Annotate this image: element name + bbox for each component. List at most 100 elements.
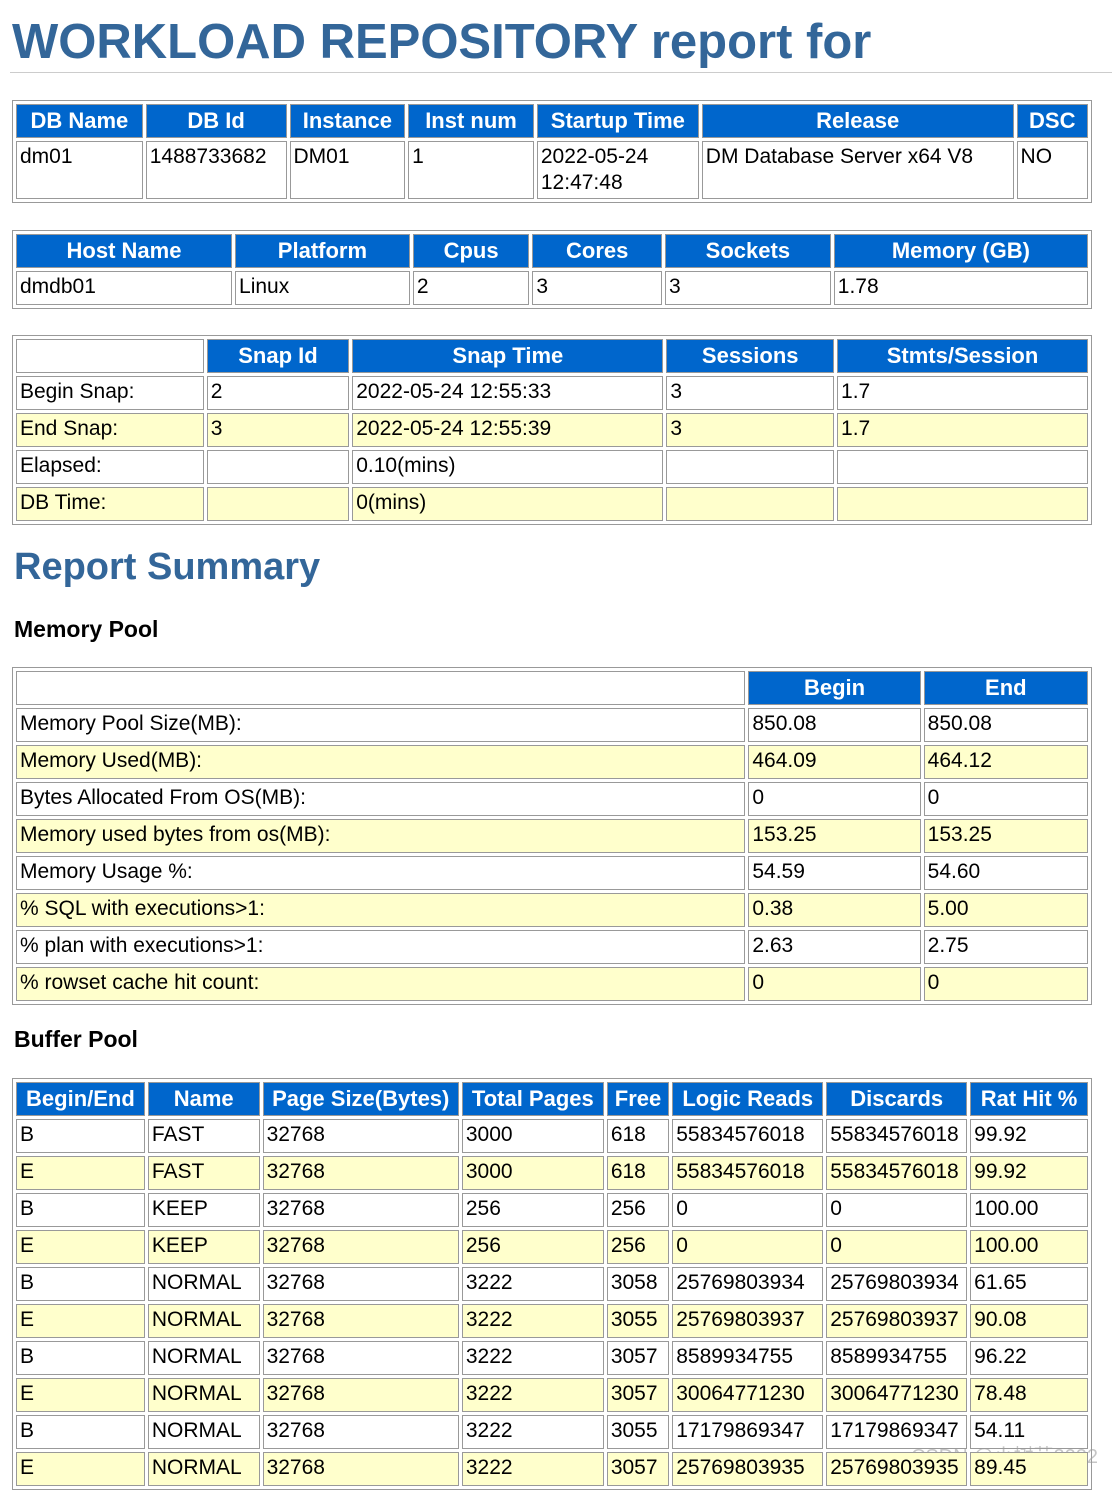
- header-row: Snap Id Snap Time Sessions Stmts/Session: [16, 339, 1088, 373]
- table-cell: 55834576018: [672, 1156, 824, 1190]
- column-header: DB Id: [145, 104, 287, 138]
- table-cell: 1.78: [833, 271, 1088, 305]
- table-cell: 3058: [606, 1267, 670, 1301]
- table-cell: 618: [606, 1156, 670, 1190]
- table-cell: B: [16, 1193, 145, 1227]
- table-row: B FAST 32768 3000 618 55834576018 55834576018 9…: [16, 1119, 1088, 1153]
- column-header: Sessions: [666, 339, 835, 373]
- table-cell: 1.7: [837, 413, 1088, 447]
- column-header: Cpus: [412, 234, 530, 268]
- table-cell: 153.25: [923, 819, 1088, 853]
- table-cell: 3055: [606, 1304, 670, 1338]
- table-row: B NORMAL 32768 3222 3057 8589934755 8589934755…: [16, 1341, 1088, 1375]
- column-header: Host Name: [16, 234, 233, 268]
- section-title: Report Summary: [14, 546, 321, 588]
- table-cell: [206, 487, 350, 521]
- table-cell: 32768: [262, 1415, 459, 1449]
- table-cell: 256: [461, 1193, 604, 1227]
- table-cell: 32768: [262, 1156, 459, 1190]
- table-cell: 3222: [461, 1304, 604, 1338]
- column-header: Page Size(Bytes): [262, 1082, 459, 1116]
- table-row: B NORMAL 32768 3222 3055 17179869347 171798693…: [16, 1415, 1088, 1449]
- table-cell: 3222: [461, 1452, 604, 1486]
- table-cell: 0: [748, 967, 921, 1001]
- table-cell: 0: [826, 1230, 968, 1264]
- table-cell: NO: [1016, 141, 1088, 199]
- column-header: Discards: [826, 1082, 968, 1116]
- table-row: Begin Snap: 2 2022-05-24 12:55:33 3 1.7: [16, 376, 1088, 410]
- table-cell: 3: [666, 413, 835, 447]
- table-cell: B: [16, 1415, 145, 1449]
- table-cell: 55834576018: [826, 1119, 968, 1153]
- table-cell: Linux: [235, 271, 410, 305]
- column-header: Stmts/Session: [837, 339, 1088, 373]
- header-row: DB Name DB Id Instance Inst num Startup Time…: [16, 104, 1088, 138]
- column-header: End: [923, 671, 1088, 705]
- table-row: E NORMAL 32768 3222 3057 30064771230 300647712…: [16, 1378, 1088, 1412]
- table-cell: 32768: [262, 1341, 459, 1375]
- table-cell: Memory Pool Size(MB):: [16, 708, 746, 742]
- column-header: Logic Reads: [672, 1082, 824, 1116]
- table-cell: 3222: [461, 1341, 604, 1375]
- table-cell: 3222: [461, 1415, 604, 1449]
- table-cell: 153.25: [748, 819, 921, 853]
- table-cell: 0: [923, 782, 1088, 816]
- title-rule: [10, 72, 1112, 73]
- table-cell: KEEP: [147, 1193, 260, 1227]
- header-row: Begin End: [16, 671, 1088, 705]
- table-cell: 3000: [461, 1119, 604, 1153]
- column-header: Snap Id: [206, 339, 350, 373]
- table-cell: 3000: [461, 1156, 604, 1190]
- table-cell: 8589934755: [826, 1341, 968, 1375]
- table-cell: FAST: [147, 1119, 260, 1153]
- table-cell: DM Database Server x64 V8: [701, 141, 1014, 199]
- table-cell: 54.11: [970, 1415, 1088, 1449]
- table-cell: NORMAL: [147, 1452, 260, 1486]
- blank-header: [16, 339, 204, 373]
- table-row: End Snap: 3 2022-05-24 12:55:39 3 1.7: [16, 413, 1088, 447]
- column-header: Snap Time: [352, 339, 664, 373]
- data-table: Begin End Memory Pool Size(MB): 850.08 850.0…: [12, 667, 1092, 1005]
- data-table: DB Name DB Id Instance Inst num Startup Time…: [12, 100, 1092, 203]
- column-header: DSC: [1016, 104, 1088, 138]
- column-header: Platform: [235, 234, 410, 268]
- table-cell: Begin Snap:: [16, 376, 204, 410]
- column-header: Memory (GB): [833, 234, 1088, 268]
- table-cell: Memory used bytes from os(MB):: [16, 819, 746, 853]
- table-cell: 3: [664, 271, 831, 305]
- table-cell: 0(mins): [352, 487, 664, 521]
- table-cell: 32768: [262, 1452, 459, 1486]
- table-row: % plan with executions>1: 2.63 2.75: [16, 930, 1088, 964]
- table-cell: 100.00: [970, 1193, 1088, 1227]
- column-header: Free: [606, 1082, 670, 1116]
- table-cell: 0.38: [748, 893, 921, 927]
- data-table: Begin/End Name Page Size(Bytes) Total Pages…: [12, 1078, 1092, 1490]
- table-cell: 3222: [461, 1378, 604, 1412]
- table-cell: 850.08: [923, 708, 1088, 742]
- table-cell: Bytes Allocated From OS(MB):: [16, 782, 746, 816]
- table-cell: B: [16, 1341, 145, 1375]
- table-cell: [837, 487, 1088, 521]
- table-cell: 99.92: [970, 1119, 1088, 1153]
- table-row: E FAST 32768 3000 618 55834576018 55834576018 9…: [16, 1156, 1088, 1190]
- column-header: Rat Hit %: [970, 1082, 1088, 1116]
- table-cell: 256: [461, 1230, 604, 1264]
- table-cell: 464.09: [748, 745, 921, 779]
- table-cell: 99.92: [970, 1156, 1088, 1190]
- table-cell: 3: [206, 413, 350, 447]
- table-row: B KEEP 32768 256 256 0 0 100.00: [16, 1193, 1088, 1227]
- table-cell: E: [16, 1230, 145, 1264]
- table-cell: 1488733682: [145, 141, 287, 199]
- table-cell: 89.45: [970, 1452, 1088, 1486]
- column-header: Name: [147, 1082, 260, 1116]
- table-cell: 32768: [262, 1230, 459, 1264]
- table-cell: 78.48: [970, 1378, 1088, 1412]
- table-row: DB Time: 0(mins): [16, 487, 1088, 521]
- table-cell: NORMAL: [147, 1304, 260, 1338]
- table-cell: B: [16, 1119, 145, 1153]
- table-cell: 3: [532, 271, 662, 305]
- table-cell: 96.22: [970, 1341, 1088, 1375]
- table-cell: 0: [672, 1230, 824, 1264]
- table-cell: NORMAL: [147, 1415, 260, 1449]
